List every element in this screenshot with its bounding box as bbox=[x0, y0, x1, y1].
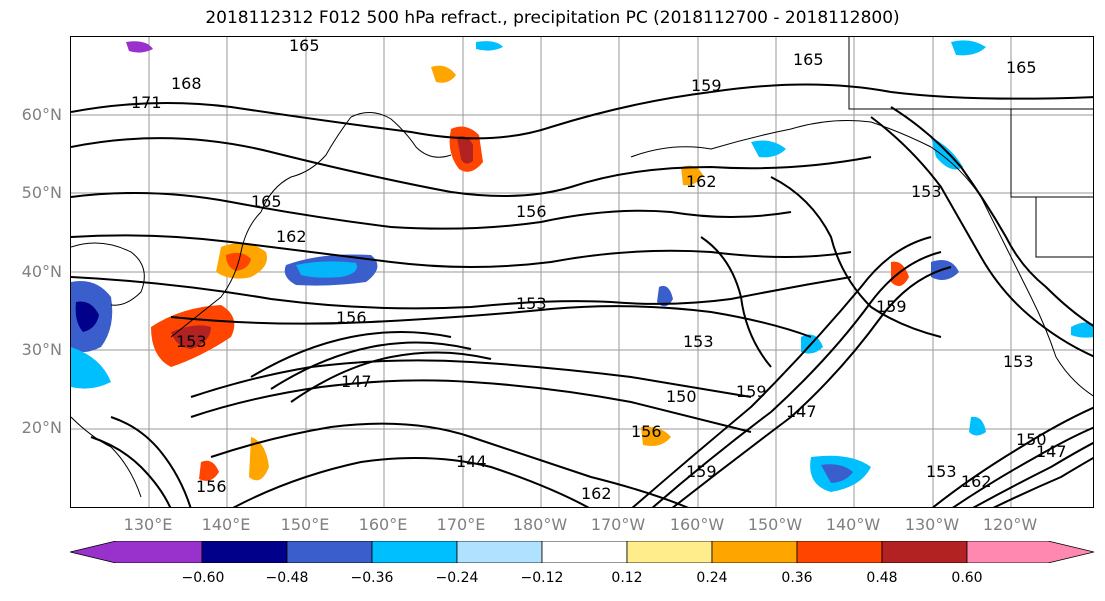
colorbar-tick: −0.48 bbox=[265, 570, 309, 586]
contour-label: 162 bbox=[581, 484, 612, 503]
colorbar-segment bbox=[70, 541, 203, 563]
lon-label: 160°W bbox=[669, 515, 725, 534]
colorbar-tick: 0.36 bbox=[781, 570, 813, 586]
map-panel: 165 168 171 159 165 165 165 162 156 162 … bbox=[70, 36, 1094, 508]
contour-label: 153 bbox=[176, 332, 207, 351]
contour-label: 153 bbox=[516, 294, 547, 313]
map-canvas: 165 168 171 159 165 165 165 162 156 162 … bbox=[71, 37, 1093, 507]
lon-label: 140°E bbox=[201, 515, 251, 534]
contour-label: 153 bbox=[683, 332, 714, 351]
precip-shading bbox=[71, 40, 1093, 492]
contour-label: 147 bbox=[786, 402, 817, 421]
lon-label: 150°W bbox=[747, 515, 803, 534]
contour-label: 171 bbox=[131, 93, 162, 112]
contour-label: 153 bbox=[926, 462, 957, 481]
colorbar-segment bbox=[201, 541, 288, 563]
colorbar-tick: 0.24 bbox=[696, 570, 728, 586]
contour-label: 150 bbox=[1016, 430, 1047, 449]
contour-label: 150 bbox=[666, 387, 697, 406]
contour-labels: 165 168 171 159 165 165 165 162 156 162 … bbox=[131, 37, 1067, 503]
contour-label: 156 bbox=[516, 202, 547, 221]
colorbar-segment bbox=[456, 541, 543, 563]
contour-label: 168 bbox=[171, 74, 202, 93]
colorbar-segment bbox=[881, 541, 968, 563]
contour-label: 165 bbox=[289, 37, 320, 55]
lon-label: 150°E bbox=[280, 515, 330, 534]
contour-label: 159 bbox=[876, 297, 907, 316]
lat-label: 40°N bbox=[21, 262, 62, 281]
lon-label: 140°W bbox=[825, 515, 881, 534]
contour-label: 159 bbox=[686, 462, 717, 481]
contour-label: 156 bbox=[631, 422, 662, 441]
contour-label: 147 bbox=[1036, 442, 1067, 461]
lon-label: 170°E bbox=[436, 515, 486, 534]
lon-label: 180°W bbox=[512, 515, 568, 534]
contour-label: 153 bbox=[1003, 352, 1034, 371]
colorbar-segment bbox=[796, 541, 883, 563]
contour-label: 147 bbox=[341, 372, 372, 391]
map-title: 2018112312 F012 500 hPa refract., precip… bbox=[205, 8, 900, 28]
lat-label: 50°N bbox=[21, 183, 62, 202]
contour-label: 153 bbox=[911, 182, 942, 201]
lon-label: 120°W bbox=[982, 515, 1038, 534]
colorbar-segment bbox=[711, 541, 798, 563]
colorbar-segment bbox=[286, 541, 373, 563]
lon-label: 130°W bbox=[904, 515, 960, 534]
contour-label: 159 bbox=[691, 76, 722, 95]
contour-label: 156 bbox=[196, 477, 227, 496]
colorbar-tick: 0.48 bbox=[866, 570, 898, 586]
colorbar-tick: −0.12 bbox=[520, 570, 564, 586]
contour-label: 159 bbox=[736, 382, 767, 401]
refractivity-contours bbox=[71, 83, 1093, 507]
lat-label: 60°N bbox=[21, 105, 62, 124]
lat-label: 30°N bbox=[21, 340, 62, 359]
lat-label: 20°N bbox=[21, 418, 62, 437]
contour-label: 165 bbox=[793, 50, 824, 69]
colorbar-tick: −0.24 bbox=[435, 570, 479, 586]
contour-label: 162 bbox=[686, 172, 717, 191]
contour-label: 165 bbox=[1006, 58, 1037, 77]
contour-label: 165 bbox=[251, 192, 282, 211]
colorbar-tick: −0.36 bbox=[350, 570, 394, 586]
contour-label: 156 bbox=[336, 308, 367, 327]
contour-label: 144 bbox=[456, 452, 487, 471]
colorbar-segment bbox=[541, 541, 628, 563]
contour-label: 162 bbox=[961, 472, 992, 491]
colorbar-segment bbox=[966, 541, 1094, 563]
colorbar-segment bbox=[371, 541, 458, 563]
colorbar-tick: 0.60 bbox=[951, 570, 983, 586]
colorbar-tick: 0.12 bbox=[611, 570, 643, 586]
contour-label: 162 bbox=[276, 227, 307, 246]
lon-label: 170°W bbox=[590, 515, 646, 534]
colorbar-segment bbox=[626, 541, 713, 563]
lon-label: 160°E bbox=[358, 515, 408, 534]
lon-label: 130°E bbox=[123, 515, 173, 534]
colorbar bbox=[70, 541, 1094, 563]
colorbar-tick: −0.60 bbox=[181, 570, 225, 586]
